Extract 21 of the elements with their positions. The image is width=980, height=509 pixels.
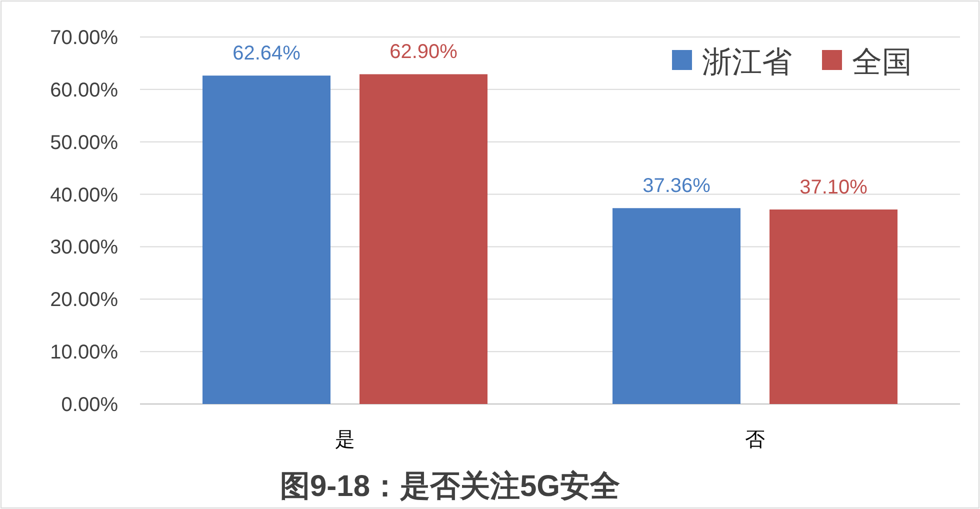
x-tick-label: 是 bbox=[335, 429, 355, 451]
x-tick-label: 否 bbox=[745, 429, 765, 451]
legend-label: 全国 bbox=[852, 46, 912, 79]
bar bbox=[612, 208, 740, 404]
y-tick-label: 40.00% bbox=[50, 184, 118, 206]
data-label: 62.64% bbox=[232, 42, 301, 65]
y-tick-label: 0.00% bbox=[61, 394, 118, 416]
y-tick-label: 70.00% bbox=[50, 27, 118, 49]
bar bbox=[360, 74, 488, 404]
legend-label: 浙江省 bbox=[702, 46, 792, 79]
y-tick-label: 60.00% bbox=[50, 79, 118, 102]
y-tick-label: 50.00% bbox=[50, 132, 118, 154]
data-label: 37.36% bbox=[642, 175, 711, 198]
bar bbox=[770, 209, 898, 404]
data-label: 37.10% bbox=[800, 176, 868, 198]
y-tick-label: 30.00% bbox=[50, 236, 118, 259]
text: 图9-18：是否关注5G安全 bbox=[280, 469, 620, 503]
y-tick-label: 20.00% bbox=[50, 289, 118, 312]
y-tick-label: 10.00% bbox=[50, 342, 118, 364]
bar bbox=[202, 76, 330, 404]
data-label: 62.90% bbox=[390, 41, 458, 64]
